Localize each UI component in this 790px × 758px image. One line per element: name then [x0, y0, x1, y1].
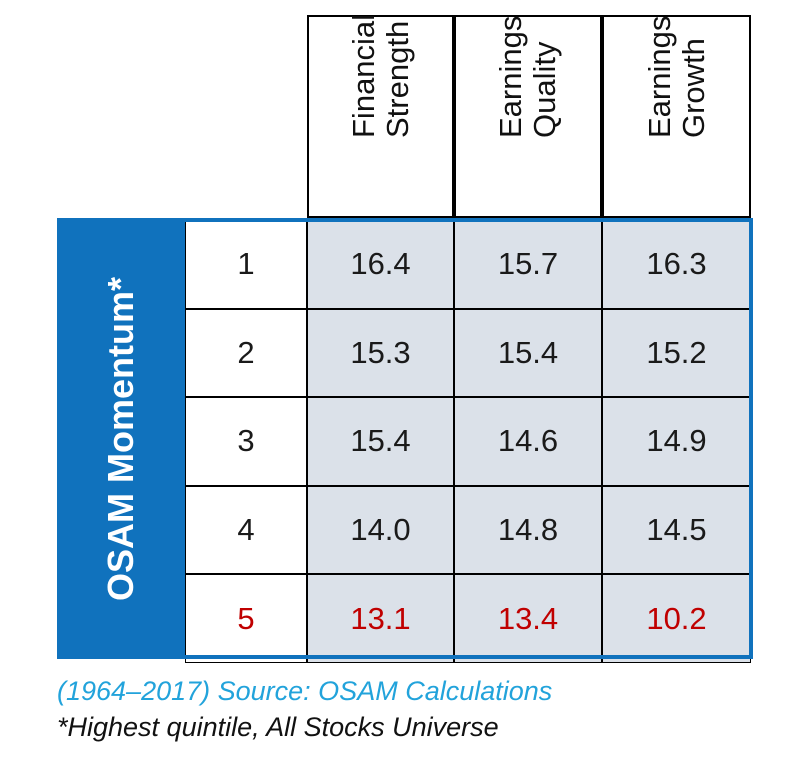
- value-cell: 10.2: [602, 574, 751, 663]
- value-cell: 14.5: [602, 485, 751, 575]
- row-header-label: OSAM Momentum*: [100, 276, 141, 601]
- column-header-0: Financial Strength: [307, 13, 454, 218]
- rank-cell: 1: [185, 220, 307, 309]
- column-header-2-line1: Earnings: [641, 15, 677, 138]
- value-cell: 16.3: [602, 220, 751, 309]
- value-cell: 14.6: [454, 397, 602, 486]
- value-cell: 15.3: [307, 308, 454, 398]
- source-note: (1964–2017) Source: OSAM Calculations: [57, 676, 553, 706]
- rank-cell: 4: [185, 485, 307, 575]
- value-cell: 13.4: [454, 574, 602, 663]
- value-cell: 14.0: [307, 485, 454, 575]
- value-cell: 14.8: [454, 485, 602, 575]
- row-header-block: OSAM Momentum*: [57, 218, 185, 659]
- column-header-2: Earnings Growth: [602, 15, 751, 218]
- column-header-2-line2: Growth: [675, 38, 711, 138]
- footnote: *Highest quintile, All Stocks Universe: [57, 712, 499, 742]
- value-cell: 15.7: [454, 220, 602, 309]
- rank-cell: 3: [185, 397, 307, 486]
- column-header-1-line2: Quality: [527, 41, 562, 138]
- value-cell: 16.4: [307, 220, 454, 309]
- column-header-1: Earnings Quality: [454, 15, 602, 218]
- value-cell: 15.4: [307, 397, 454, 486]
- value-cell: 13.1: [307, 574, 454, 663]
- column-header-0-line1: Financial: [345, 13, 381, 138]
- rank-cell: 2: [185, 308, 307, 398]
- value-cell: 15.2: [602, 308, 751, 398]
- value-cell: 14.9: [602, 397, 751, 486]
- value-cell: 15.4: [454, 308, 602, 398]
- column-header-0-line2: Strength: [379, 20, 415, 138]
- rank-cell: 5: [185, 574, 307, 663]
- column-header-1-line1: Earnings: [493, 15, 528, 138]
